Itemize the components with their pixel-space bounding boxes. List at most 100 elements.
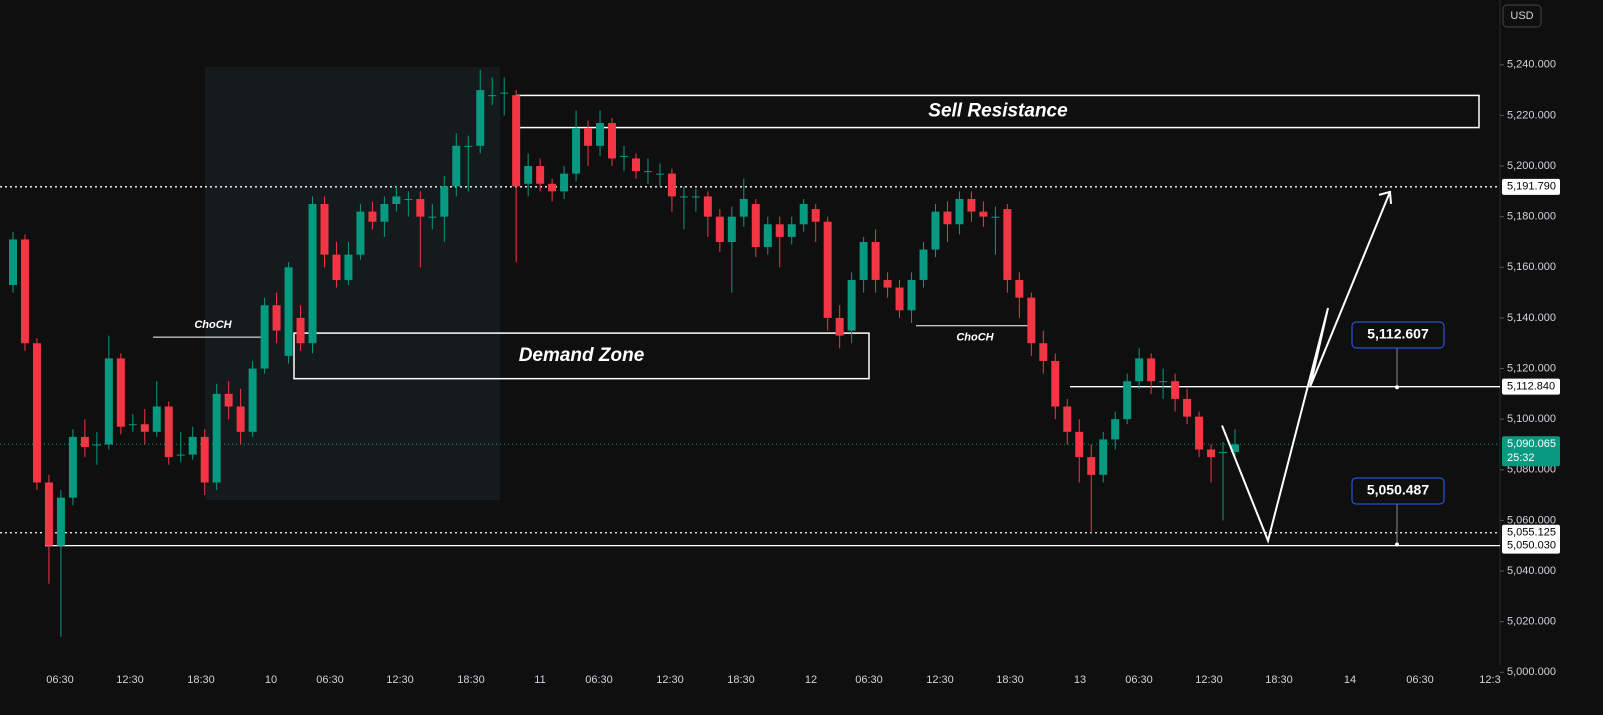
y-tick-label: 5,180.000 xyxy=(1507,211,1556,223)
level-tag xyxy=(1502,524,1560,541)
current-tag xyxy=(1502,436,1560,467)
candle-body xyxy=(536,166,545,184)
x-tick-label: 12 xyxy=(805,674,817,686)
candle-body xyxy=(608,123,617,159)
x-tick-label: 18:30 xyxy=(1265,674,1293,686)
candle-body xyxy=(284,267,293,356)
candle-body xyxy=(320,204,329,255)
candle-body xyxy=(1231,444,1239,453)
candle-body xyxy=(1051,360,1060,407)
candle-body xyxy=(1003,209,1012,280)
candle-body xyxy=(80,436,89,448)
candle-body xyxy=(200,436,209,483)
current-label: 5,090.065 xyxy=(1507,438,1556,450)
candle-body xyxy=(248,368,257,432)
x-tick-label: 18:30 xyxy=(727,674,755,686)
level-label: 5,055.125 xyxy=(1507,527,1556,539)
candle-body xyxy=(811,209,820,222)
candle-body xyxy=(296,317,305,344)
y-tick-label: 5,040.000 xyxy=(1507,565,1556,577)
y-tick-label: 5,120.000 xyxy=(1507,362,1556,374)
candle-body xyxy=(440,186,449,217)
y-tick-label: 5,000.000 xyxy=(1507,666,1556,678)
candle-body xyxy=(164,406,173,458)
x-tick-label: 06:30 xyxy=(585,674,613,686)
candle-body xyxy=(1027,297,1036,344)
y-tick-label: 5,160.000 xyxy=(1507,261,1556,273)
candle-body xyxy=(512,95,521,187)
candle-body xyxy=(344,254,353,280)
x-tick-label: 18:30 xyxy=(187,674,215,686)
candle-body xyxy=(1087,457,1096,475)
x-tick-label: 12:30 xyxy=(1195,674,1223,686)
profile-range xyxy=(205,67,500,500)
candle-body xyxy=(739,198,748,217)
candle-body xyxy=(140,424,149,432)
x-tick-label: 06:30 xyxy=(46,674,74,686)
candle-body xyxy=(9,239,17,286)
choch-label: ChoCH xyxy=(956,332,994,344)
candle-body xyxy=(524,166,533,184)
candle-body xyxy=(308,204,317,344)
candle-body xyxy=(1171,381,1180,399)
level-label: 5,191.790 xyxy=(1507,181,1556,193)
candle-body xyxy=(787,224,796,237)
candle-body xyxy=(919,249,928,280)
candle-body xyxy=(116,358,125,427)
candle-body xyxy=(667,173,676,197)
candle-body xyxy=(212,393,221,483)
candle-body xyxy=(835,317,844,336)
candle-body xyxy=(1039,343,1048,361)
candle-body xyxy=(823,221,832,318)
candle-body xyxy=(548,183,557,192)
candle-body xyxy=(775,224,784,237)
level-tag xyxy=(1502,178,1560,195)
zone-label: Demand Zone xyxy=(519,345,645,366)
candle-body xyxy=(1015,279,1024,298)
candle-body xyxy=(584,128,593,146)
candle-body xyxy=(32,343,41,483)
currency-box xyxy=(1502,4,1542,28)
candle-body xyxy=(1207,449,1216,458)
candle-body xyxy=(44,482,53,546)
candle-body xyxy=(56,497,65,546)
candle-body xyxy=(560,173,569,192)
choch-label: ChoCH xyxy=(194,319,232,331)
level-tag xyxy=(1502,378,1560,395)
candle-body xyxy=(1195,416,1204,450)
candle-body xyxy=(332,254,341,280)
y-tick-label: 5,020.000 xyxy=(1507,616,1556,628)
y-tick-label: 5,080.000 xyxy=(1507,464,1556,476)
y-tick-label: 5,140.000 xyxy=(1507,312,1556,324)
candle-body xyxy=(655,173,664,175)
candle-body xyxy=(152,406,161,432)
candle-body xyxy=(176,454,185,456)
candle-body xyxy=(260,305,269,369)
candle-body xyxy=(104,358,113,445)
candle-body xyxy=(943,211,952,225)
candle-body xyxy=(392,196,401,205)
candle-body xyxy=(859,241,868,280)
candle-body xyxy=(500,92,509,94)
candle-body xyxy=(763,224,772,248)
candle-body xyxy=(1063,406,1072,432)
candle-body xyxy=(703,196,712,217)
candle-body xyxy=(1075,431,1084,458)
candle-body xyxy=(92,444,101,446)
countdown: 25:32 xyxy=(1507,452,1535,464)
candle-body xyxy=(679,196,688,198)
x-tick-label: 06:30 xyxy=(316,674,344,686)
callout-dot xyxy=(1395,385,1399,390)
callout-label: 5,112.607 xyxy=(1367,326,1429,342)
candle-body xyxy=(715,216,724,242)
y-tick-label: 5,220.000 xyxy=(1507,109,1556,121)
candle-body xyxy=(1147,358,1156,382)
x-tick-label: 12:30 xyxy=(116,674,144,686)
candle-body xyxy=(488,95,497,97)
callout-box xyxy=(1351,321,1445,349)
x-tick-label: 12:30 xyxy=(386,674,414,686)
candle-body xyxy=(68,436,77,498)
candle-body xyxy=(452,145,461,187)
candle-body xyxy=(272,305,281,331)
